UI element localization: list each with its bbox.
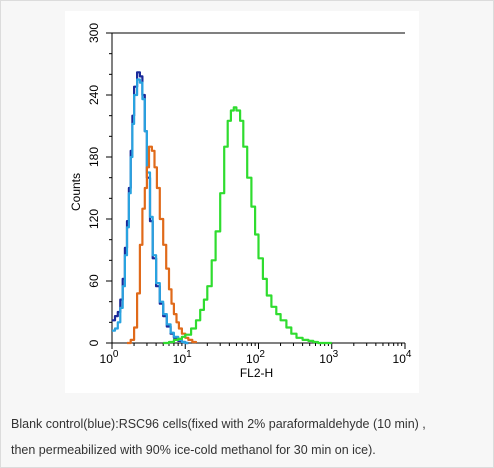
y-axis-title: Counts [69,173,83,211]
plot-panel [65,11,419,393]
y-tick-label: 180 [87,147,101,167]
caption-line-1: Blank control(blue):RSC96 cells(fixed wi… [11,417,426,431]
x-axis-title: FL2-H [240,366,273,380]
x-tick-label: 100 [100,349,119,366]
y-tick-label: 300 [87,23,101,43]
x-tick-label: 101 [173,349,192,366]
histogram-curves [112,71,332,345]
x-tick-label: 104 [393,349,412,366]
series-curve-2 [112,78,189,345]
y-tick-label: 60 [87,274,101,288]
axis-labels: 0 60 120 180 240 300 100 101 102 103 104 FL2-H Count… [69,23,412,380]
caption-line-2: then permeabilized with 90% ice-cold met… [11,443,376,457]
y-tick-label: 240 [87,85,101,105]
x-tick-label: 103 [319,349,338,366]
figure-caption: Blank control(blue):RSC96 cells(fixed wi… [11,411,485,463]
histogram-chart: 0 60 120 180 240 300 100 101 102 103 104 FL2-H Count… [69,23,412,380]
series-curve-4 [163,106,332,345]
series-curve-3 [127,145,198,345]
y-tick-label: 120 [87,209,101,229]
y-tick-label: 0 [87,339,101,346]
x-tick-label: 102 [246,349,265,366]
axes [106,32,406,349]
